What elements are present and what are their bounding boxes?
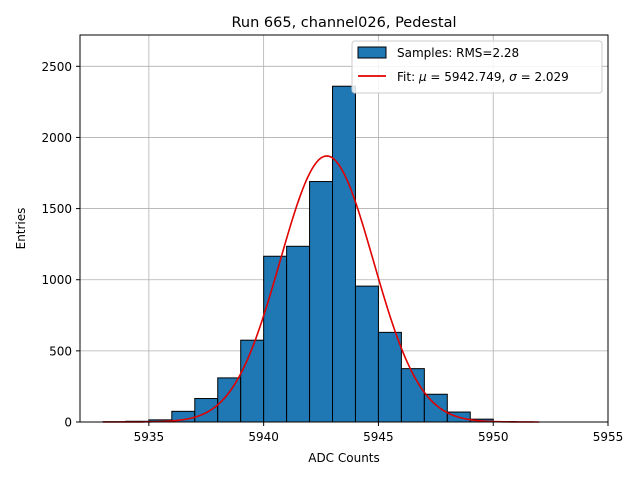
legend-frame	[351, 40, 603, 94]
histogram-bar	[354, 285, 379, 423]
histogram-bar	[194, 398, 219, 423]
y-tick-label: 0	[64, 416, 72, 430]
histogram-bar	[286, 245, 311, 423]
histogram-bar	[217, 377, 242, 423]
histogram-bar	[400, 368, 425, 423]
x-axis-label: ADC Counts	[308, 451, 380, 465]
y-axis-label: Entries	[14, 208, 28, 250]
histogram-bar	[263, 255, 288, 423]
y-axis-ticks: 0 500 1000 1500 2000 2500	[41, 60, 80, 430]
legend-fit-label: Fit: μ = 5942.749, σ = 2.029	[397, 70, 569, 84]
x-tick-label: 5940	[248, 430, 279, 444]
histogram-bar	[377, 331, 402, 423]
x-tick-label: 5955	[593, 430, 624, 444]
y-tick-label: 500	[49, 344, 72, 358]
legend-histogram-swatch	[357, 46, 387, 59]
histogram-bar	[309, 181, 334, 423]
plot-frame	[79, 34, 609, 423]
histogram-bar	[240, 339, 265, 423]
legend: Samples: RMS=2.28 Fit: μ = 5942.749, σ =…	[351, 40, 603, 94]
x-tick-label: 5945	[363, 430, 394, 444]
y-tick-label: 2000	[41, 131, 72, 145]
fit-curve	[102, 155, 540, 423]
legend-histogram-label: Samples: RMS=2.28	[397, 46, 519, 60]
histogram-bar	[332, 85, 356, 423]
y-tick-label: 1500	[41, 202, 72, 216]
y-tick-label: 2500	[41, 60, 72, 74]
y-tick-label: 1000	[41, 273, 72, 287]
x-tick-label: 5950	[478, 430, 509, 444]
x-axis-ticks: 5935 5940 5945 5950 5955	[134, 422, 624, 444]
histogram-bar	[423, 393, 448, 423]
chart-title: Run 665, channel026, Pedestal	[231, 15, 456, 31]
x-tick-label: 5935	[134, 430, 165, 444]
